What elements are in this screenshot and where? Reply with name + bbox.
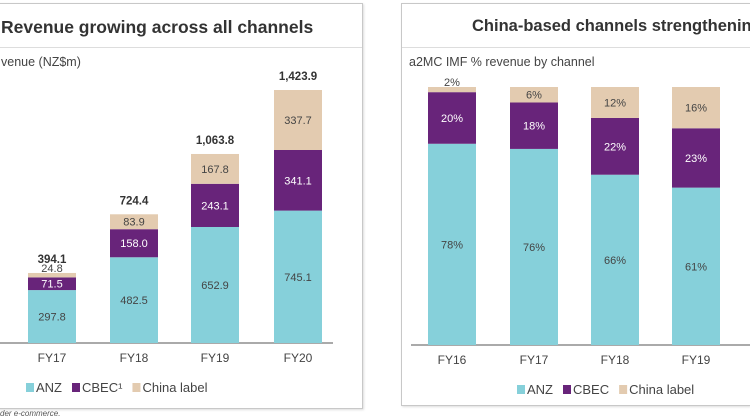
data-label: 158.0 (120, 238, 148, 250)
bar-anz (672, 187, 720, 345)
data-label: 18% (523, 121, 545, 133)
bar-chinalabel (591, 87, 639, 118)
bar-anz (591, 174, 639, 345)
chart-title: Revenue growing across all channels (1, 17, 314, 37)
bar-anz (510, 148, 558, 345)
data-label: 6% (526, 90, 542, 102)
bar-chinalabel (510, 87, 558, 103)
bar-cbec (672, 128, 720, 188)
bar-cbec (28, 277, 76, 291)
data-label: 167.8 (201, 164, 229, 176)
bar-cbec (191, 183, 239, 227)
x-tick-label: FY18 (601, 353, 630, 367)
legend-entry: ANZ (36, 380, 62, 395)
data-label: 16% (685, 103, 707, 115)
legend-swatch (26, 383, 34, 392)
x-tick-label: FY20 (284, 351, 313, 365)
bar-chinalabel (274, 90, 322, 151)
divider (0, 47, 362, 48)
bar-chinalabel (428, 87, 476, 93)
bar-anz (191, 226, 239, 343)
x-tick-label: FY19 (201, 351, 230, 365)
legend-swatch (517, 385, 525, 394)
axis-label: venue (NZ$m) (1, 55, 81, 69)
data-label: 482.5 (120, 295, 148, 307)
chart-title: China-based channels strengthenin (472, 17, 750, 35)
data-label: 22% (604, 141, 626, 153)
data-label: 76% (523, 242, 545, 254)
legend-swatch (72, 383, 80, 392)
x-tick-label: FY17 (520, 353, 549, 367)
data-label: 20% (441, 113, 463, 125)
x-tick-label: FY16 (438, 353, 467, 367)
bar-chinalabel (28, 272, 76, 278)
legend-swatch (619, 385, 628, 394)
total-label: 394.1 (38, 254, 67, 266)
data-label: 337.7 (284, 115, 312, 127)
bar-cbec (591, 117, 639, 175)
legend-entry: CBEC (573, 382, 609, 397)
data-label: 24.8 (41, 263, 62, 275)
data-label: 2% (444, 77, 460, 89)
x-tick-label: FY17 (38, 351, 67, 365)
bar-chinalabel (672, 87, 720, 129)
bar-chinalabel (110, 214, 158, 230)
data-label: 341.1 (284, 175, 312, 187)
x-tick-label: FY18 (120, 351, 149, 365)
bar-cbec (510, 102, 558, 149)
data-label: 23% (685, 153, 707, 165)
total-label: 724.4 (120, 195, 149, 207)
axis-label: a2MC IMF % revenue by channel (409, 55, 595, 69)
legend-swatch (563, 385, 571, 394)
data-label: 83.9 (123, 217, 144, 229)
bar-cbec (110, 229, 158, 258)
divider (402, 47, 750, 48)
data-label: 61% (685, 261, 707, 273)
legend-entry: China label (142, 380, 207, 395)
legend-entry: CBEC¹ (82, 380, 123, 395)
total-label: 1,063.8 (196, 135, 235, 147)
legend-entry: China label (629, 382, 694, 397)
data-label: 243.1 (201, 200, 229, 212)
data-label: 71.5 (41, 279, 62, 291)
data-label: 78% (441, 239, 463, 251)
data-label: 652.9 (201, 280, 229, 292)
bar-anz (28, 290, 76, 343)
data-label: 745.1 (284, 272, 312, 284)
legend-entry: ANZ (527, 382, 553, 397)
bar-anz (274, 210, 322, 343)
footnote: der e-commerce. (0, 409, 61, 418)
x-tick-label: FY19 (682, 353, 711, 367)
total-label: 1,423.9 (279, 71, 317, 83)
bar-chinalabel (191, 153, 239, 184)
bar-anz (110, 257, 158, 343)
bar-cbec (428, 92, 476, 144)
data-label: 66% (604, 255, 626, 267)
legend-swatch (132, 383, 141, 392)
bar-cbec (274, 150, 322, 211)
data-label: 297.8 (38, 312, 66, 324)
data-label: 12% (604, 97, 626, 109)
bar-anz (428, 143, 476, 345)
